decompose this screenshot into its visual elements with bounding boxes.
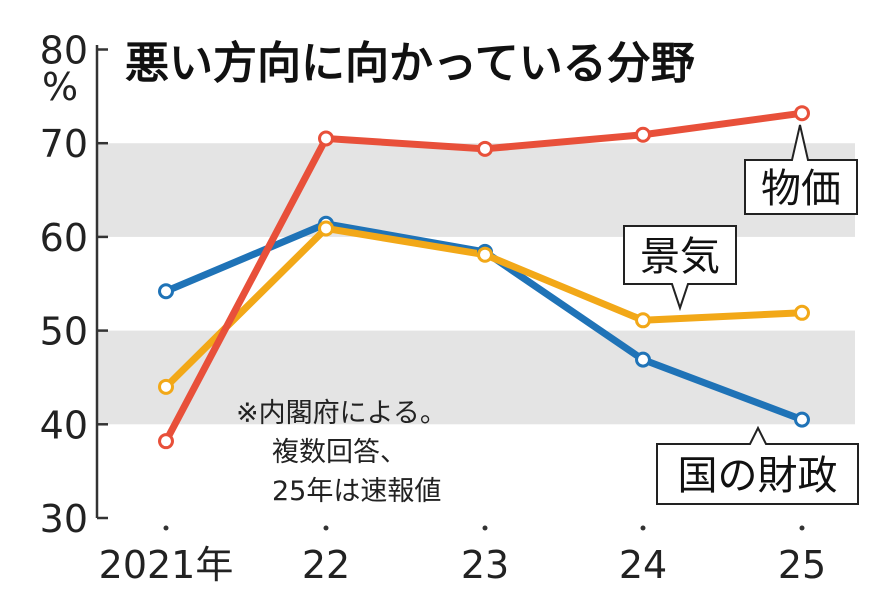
- x-tick-label: 23: [461, 543, 509, 587]
- x-tick: [323, 525, 329, 531]
- data-point: [158, 283, 174, 300]
- note-line: ※内閣府による。: [236, 398, 447, 429]
- x-tick: [799, 525, 805, 531]
- data-point: [477, 246, 493, 263]
- x-tick: [163, 525, 169, 531]
- shaded-band: [97, 143, 855, 237]
- x-tick: [482, 525, 488, 531]
- data-point: [477, 140, 493, 157]
- data-point: [635, 126, 651, 143]
- data-point: [794, 105, 810, 122]
- y-tick-label: 80: [40, 29, 88, 73]
- series-label: 物価: [761, 166, 841, 212]
- data-point: [635, 351, 651, 368]
- x-tick: [640, 525, 646, 531]
- y-tick-label: 70: [40, 122, 88, 166]
- series-label: 国の財政: [678, 453, 838, 499]
- series-label-box: [623, 225, 737, 312]
- data-point: [794, 304, 810, 321]
- x-tick-label: 25: [778, 543, 826, 587]
- y-tick-label: 40: [40, 403, 88, 447]
- x-tick-label: 22: [302, 543, 350, 587]
- x-tick-label: 24: [619, 543, 667, 587]
- series-label-box: [744, 124, 858, 215]
- series-label-box: [656, 425, 859, 505]
- note: ※内閣府による。 複数回答、 25年は速報値: [236, 398, 447, 507]
- data-point: [794, 411, 810, 428]
- data-point: [635, 312, 651, 329]
- data-point: [318, 130, 334, 147]
- y-unit-label: %: [42, 65, 78, 109]
- chart-title: 悪い方向に向かっている分野: [125, 38, 695, 89]
- data-point: [158, 378, 174, 395]
- data-point: [158, 433, 174, 450]
- y-tick-label: 50: [40, 310, 88, 354]
- shaded-band: [97, 330, 855, 425]
- note-line: 25年は速報値: [272, 476, 441, 507]
- data-point: [318, 220, 334, 237]
- y-tick-label: 60: [40, 216, 88, 260]
- note-line: 複数回答、: [272, 437, 407, 468]
- y-tick-label: 30: [40, 497, 88, 541]
- x-tick-label: 2021年: [99, 543, 234, 587]
- series-label: 景気: [640, 234, 720, 280]
